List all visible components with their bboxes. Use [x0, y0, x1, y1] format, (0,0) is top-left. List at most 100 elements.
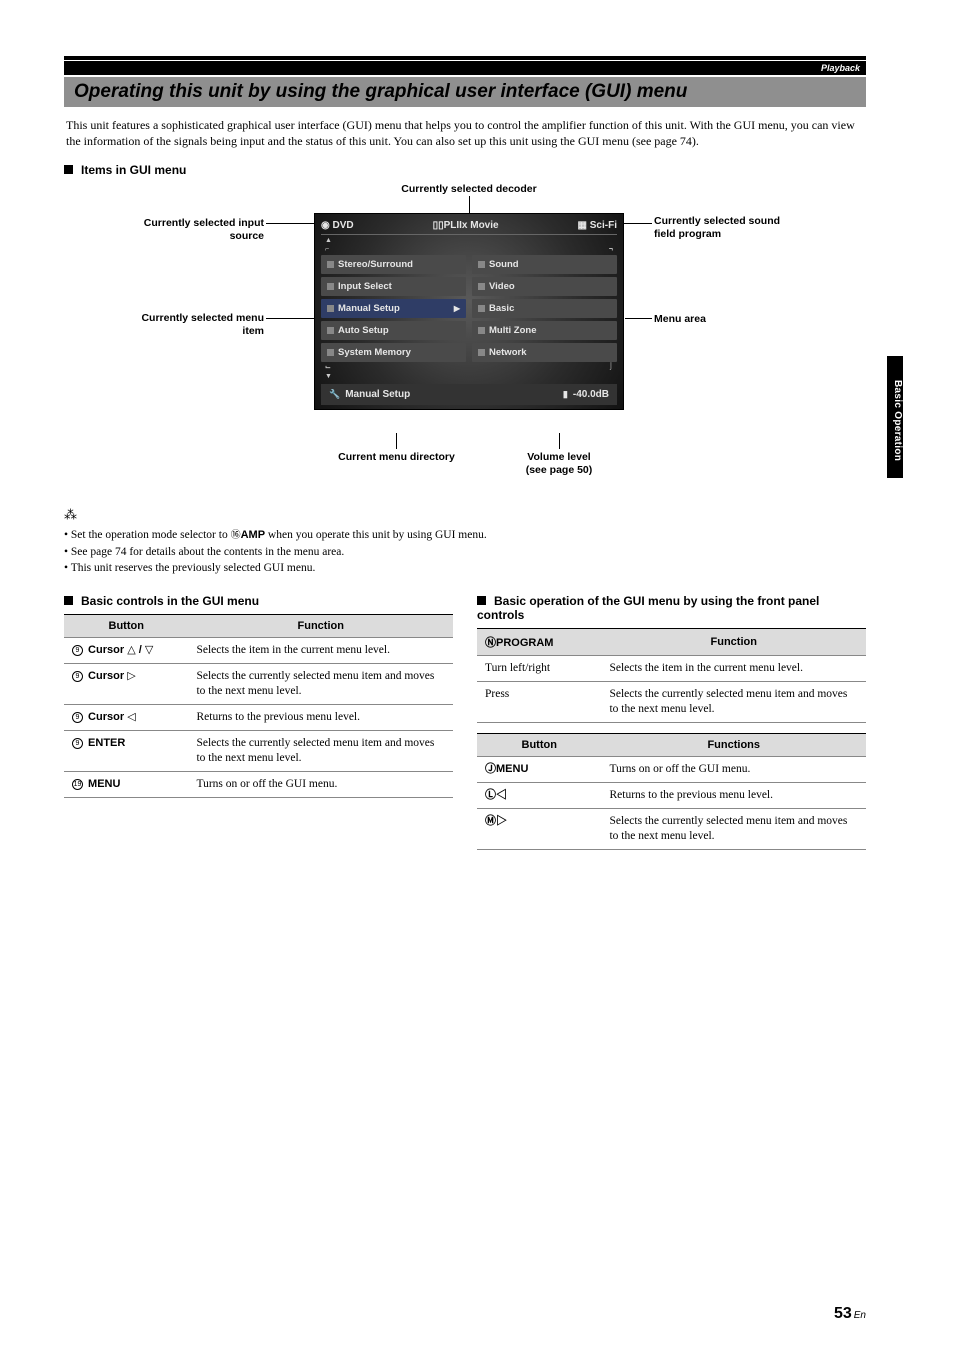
- side-tab: Basic Operation: [887, 356, 903, 478]
- gui-menu-item: Auto Setup: [321, 321, 466, 340]
- cell-function: Selects the item in the current menu lev…: [601, 655, 866, 681]
- note-item: This unit reserves the previously select…: [64, 560, 866, 576]
- intro-paragraph: This unit features a sophisticated graph…: [66, 117, 864, 149]
- gui-input-source: ◉ DVD: [321, 220, 354, 231]
- table-row: 19 MENUTurns on or off the GUI menu.: [64, 771, 453, 797]
- wrench-icon: 🔧: [329, 389, 340, 400]
- cell-button: ⒿMENU: [477, 756, 601, 782]
- gui-col-right: Sound Video Basic Multi Zone Network: [472, 255, 617, 362]
- gui-menu-item: Basic: [472, 299, 617, 318]
- cell-button: 9 Cursor ◁: [64, 704, 188, 730]
- section-basic-controls-heading: Basic controls in the GUI menu: [64, 594, 453, 608]
- section-front-panel-heading: Basic operation of the GUI menu by using…: [477, 594, 866, 622]
- cell-function: Selects the item in the current menu lev…: [188, 637, 453, 663]
- gui-menu-item: System Memory: [321, 343, 466, 362]
- note-item: Set the operation mode selector to ⑯AMP …: [64, 527, 866, 543]
- th-program: ⓃPROGRAM: [477, 628, 601, 655]
- gui-menu-item: Video: [472, 277, 617, 296]
- cell-function: Selects the currently selected menu item…: [188, 663, 453, 704]
- gui-menu-item: Sound: [472, 255, 617, 274]
- gui-menu-screenshot: ◉ DVD ▯▯PLIIx Movie ▦ Sci-Fi ▲ ⌐¬ Stereo…: [314, 213, 624, 410]
- gui-col-left: Stereo/Surround Input Select Manual Setu…: [321, 255, 466, 362]
- th-button: Button: [64, 614, 188, 637]
- gui-header: ◉ DVD ▯▯PLIIx Movie ▦ Sci-Fi: [321, 220, 617, 235]
- gui-sound-field: ▦ Sci-Fi: [578, 220, 617, 231]
- section-items-label: Items in GUI menu: [81, 163, 186, 177]
- gui-up-arrow-icon: ▲: [321, 237, 617, 245]
- header-rule: [64, 56, 866, 60]
- gui-footer-volume: -40.0dB: [573, 389, 609, 400]
- section-front-panel-label: Basic operation of the GUI menu by using…: [477, 594, 819, 622]
- table-row: Ⓜ▷Selects the currently selected menu it…: [477, 808, 866, 849]
- cell-button: Turn left/right: [477, 655, 601, 681]
- th-function: Function: [601, 628, 866, 655]
- label-menu-item: Currently selected menu item: [139, 312, 264, 337]
- gui-diagram: Currently selected decoder Currently sel…: [64, 183, 866, 503]
- cell-function: Turns on or off the GUI menu.: [188, 771, 453, 797]
- table-row: 9 Cursor ◁Returns to the previous menu l…: [64, 704, 453, 730]
- note-item: See page 74 for details about the conten…: [64, 544, 866, 560]
- table-row: 9 Cursor △ / ▽Selects the item in the cu…: [64, 637, 453, 663]
- notes-list: Set the operation mode selector to ⑯AMP …: [64, 527, 866, 576]
- cell-button: 9 Cursor △ / ▽: [64, 637, 188, 663]
- gui-down-arrow-icon: ▼: [321, 373, 617, 381]
- label-input-source: Currently selected input source: [139, 217, 264, 242]
- bullet-square-icon: [64, 596, 73, 605]
- cell-function: Selects the currently selected menu item…: [601, 808, 866, 849]
- breadcrumb: Playback: [821, 63, 860, 73]
- th-button: Button: [477, 733, 601, 756]
- gui-menu-item: Network: [472, 343, 617, 362]
- page-title: Operating this unit by using the graphic…: [74, 81, 856, 103]
- cell-button: 9 ENTER: [64, 730, 188, 771]
- cell-button: Press: [477, 681, 601, 722]
- section-basic-controls-label: Basic controls in the GUI menu: [81, 594, 259, 608]
- label-input-source-text: Currently selected input source: [144, 217, 264, 242]
- section-items-heading: Items in GUI menu: [64, 163, 866, 177]
- cell-button: 19 MENU: [64, 771, 188, 797]
- th-functions: Functions: [601, 733, 866, 756]
- table-front-buttons: Button Functions ⒿMENUTurns on or off th…: [477, 733, 866, 850]
- bullet-square-icon: [64, 165, 73, 174]
- leader-line: [266, 318, 314, 319]
- left-column: Basic controls in the GUI menu Button Fu…: [64, 580, 453, 850]
- label-current-dir: Current menu directory: [319, 451, 474, 464]
- page-number: 53: [834, 1305, 852, 1322]
- cell-function: Returns to the previous menu level.: [188, 704, 453, 730]
- label-sound-field: Currently selected sound field program: [654, 215, 784, 240]
- table-row: 9 Cursor ▷Selects the currently selected…: [64, 663, 453, 704]
- gui-menu-item: Multi Zone: [472, 321, 617, 340]
- gui-footer: 🔧 Manual Setup ▮ -40.0dB: [321, 384, 617, 405]
- label-menu-area: Menu area: [654, 313, 754, 326]
- bullet-square-icon: [477, 596, 486, 605]
- label-decoder: Currently selected decoder: [364, 183, 574, 196]
- tip-icon: ⁂: [64, 507, 866, 523]
- leader-line: [266, 223, 314, 224]
- gui-menu-item: Stereo/Surround: [321, 255, 466, 274]
- notes-block: ⁂ Set the operation mode selector to ⑯AM…: [64, 507, 866, 576]
- right-column: Basic operation of the GUI menu by using…: [477, 580, 866, 850]
- table-row: Ⓛ◁Returns to the previous menu level.: [477, 782, 866, 808]
- table-row: 9 ENTERSelects the currently selected me…: [64, 730, 453, 771]
- table-program: ⓃPROGRAM Function Turn left/rightSelects…: [477, 628, 866, 723]
- table-row: ⒿMENUTurns on or off the GUI menu.: [477, 756, 866, 782]
- page-lang: En: [854, 1310, 866, 1321]
- cell-function: Selects the currently selected menu item…: [601, 681, 866, 722]
- label-volume: Volume level (see page 50): [499, 451, 619, 476]
- breadcrumb-row: Playback: [64, 61, 866, 75]
- cell-function: Turns on or off the GUI menu.: [601, 756, 866, 782]
- cell-function: Returns to the previous menu level.: [601, 782, 866, 808]
- cell-button: Ⓛ◁: [477, 782, 601, 808]
- leader-line: [625, 318, 652, 319]
- gui-decoder: ▯▯PLIIx Movie: [433, 220, 499, 231]
- gui-menu-columns: Stereo/Surround Input Select Manual Setu…: [321, 255, 617, 362]
- gui-menu-item: Manual Setup ▶: [321, 299, 466, 318]
- cell-button: Ⓜ▷: [477, 808, 601, 849]
- table-basic-controls: Button Function 9 Cursor △ / ▽Selects th…: [64, 614, 453, 798]
- gui-footer-dir: Manual Setup: [345, 389, 410, 400]
- gui-menu-item: Input Select: [321, 277, 466, 296]
- volume-icon: ▮: [563, 389, 568, 400]
- th-function: Function: [188, 614, 453, 637]
- cell-function: Selects the currently selected menu item…: [188, 730, 453, 771]
- table-row: Turn left/rightSelects the item in the c…: [477, 655, 866, 681]
- title-bar: Operating this unit by using the graphic…: [64, 77, 866, 107]
